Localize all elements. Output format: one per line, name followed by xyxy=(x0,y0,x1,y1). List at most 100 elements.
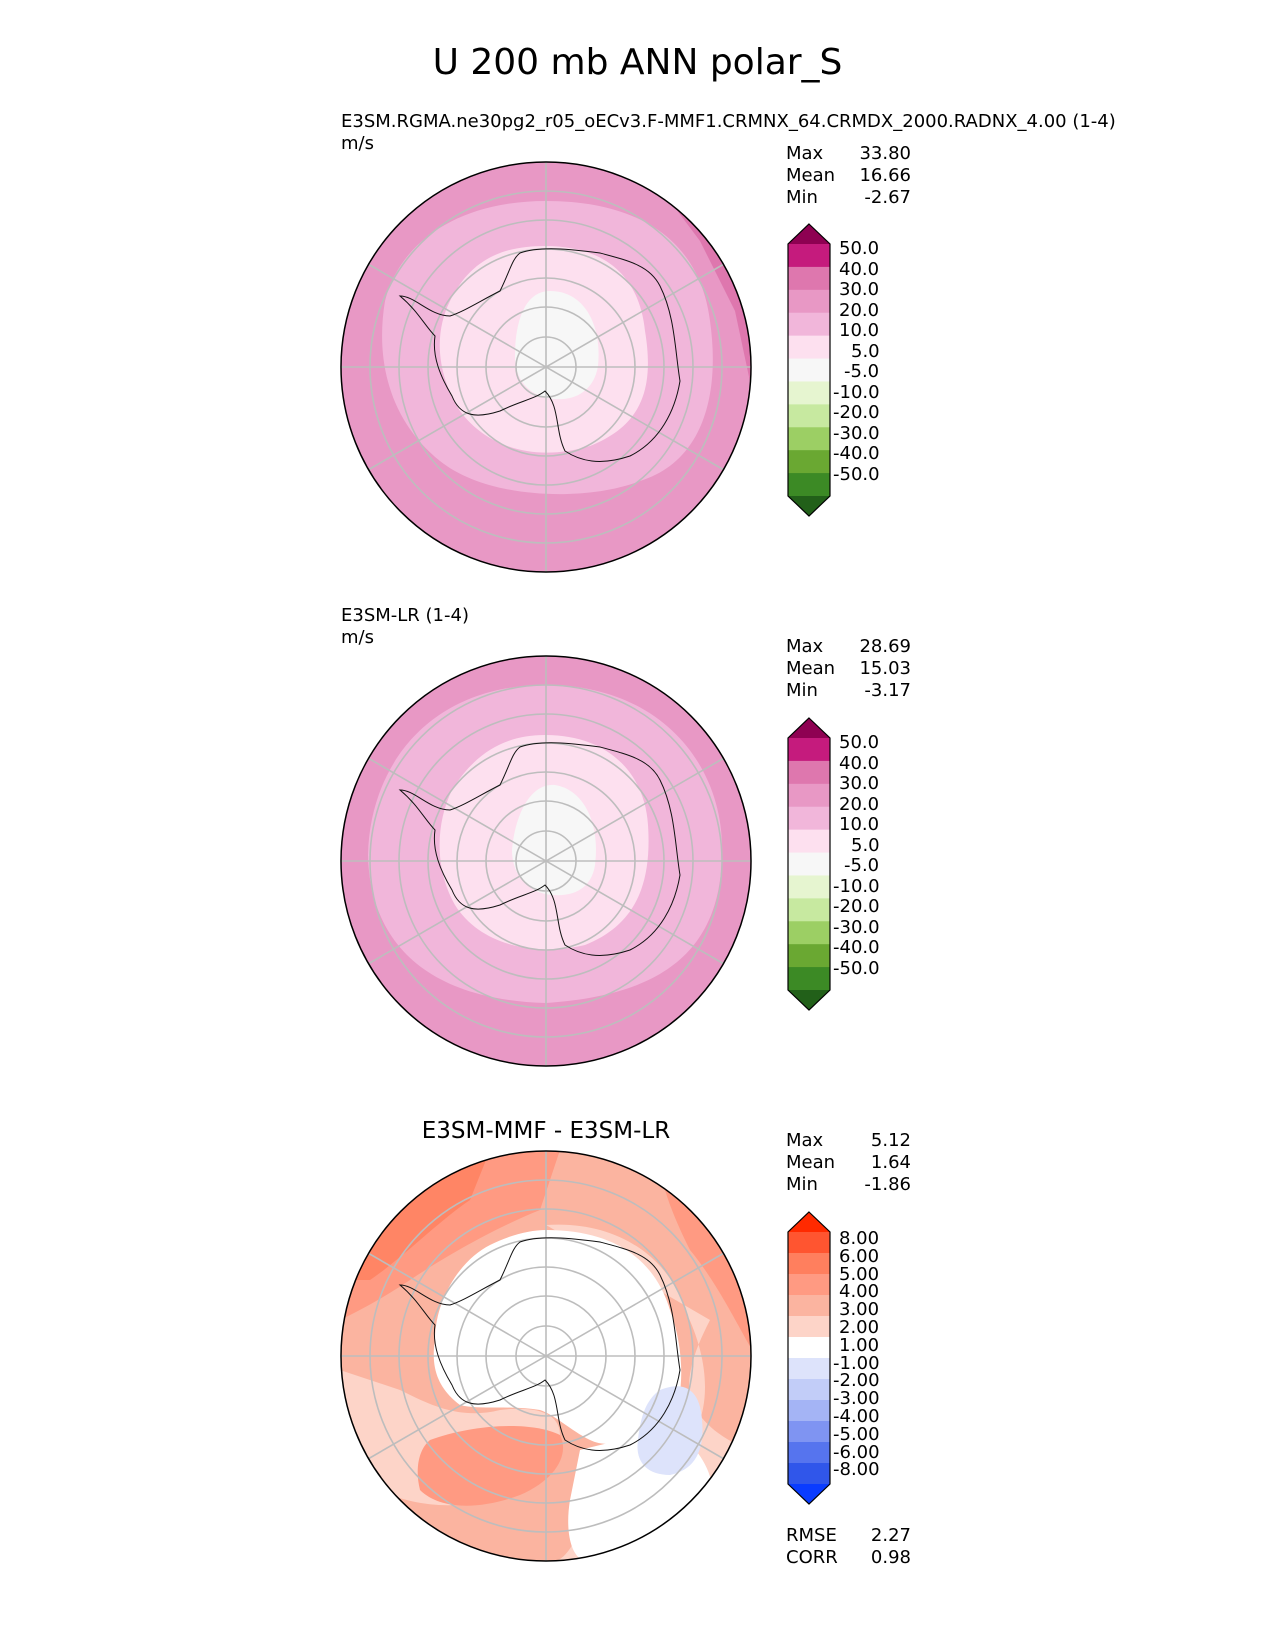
colorbar-test xyxy=(786,222,832,518)
colorbar-cell xyxy=(788,921,830,944)
tick-label: 40.0 xyxy=(839,261,879,279)
colorbar-cell xyxy=(788,244,830,267)
colorbar-test-labels: 50.0 40.0 30.0 20.0 10.0 5.0 -5.0 -10.0 … xyxy=(839,240,899,500)
tick-label: 5.0 xyxy=(851,343,880,361)
panel-ref-title: E3SM-LR (1-4) m/s xyxy=(341,605,469,649)
min-label: Min xyxy=(786,187,818,209)
panel-diff-stats: Max 5.12 Mean 1.64 Min -1.86 xyxy=(786,1130,911,1196)
tick-label: -5.0 xyxy=(844,363,879,381)
colorbar-cell xyxy=(788,290,830,313)
polar-map-ref xyxy=(340,655,752,1067)
colorbar-cell xyxy=(788,381,830,404)
panel-test-name: E3SM.RGMA.ne30pg2_r05_oECv3.F-MMF1.CRMNX… xyxy=(341,111,1116,133)
colorbar-cell xyxy=(788,496,830,516)
tick-label: 20.0 xyxy=(839,302,879,320)
colorbar-cell xyxy=(788,853,830,876)
tick-label: -10.0 xyxy=(833,384,880,402)
panel-test-title: E3SM.RGMA.ne30pg2_r05_oECv3.F-MMF1.CRMNX… xyxy=(341,111,1116,155)
min-value: -2.67 xyxy=(864,187,911,209)
colorbar-cell xyxy=(788,898,830,921)
colorbar-cell xyxy=(788,1400,830,1422)
colorbar-cell xyxy=(788,1442,830,1464)
max-value: 5.12 xyxy=(871,1130,911,1152)
colorbar-cell xyxy=(788,1358,830,1380)
colorbar-cell xyxy=(788,1484,830,1504)
tick-label: -20.0 xyxy=(833,898,880,916)
mean-label: Mean xyxy=(786,658,835,680)
polar-map-test xyxy=(340,161,752,573)
colorbar-cell xyxy=(788,990,830,1010)
colorbar-cell xyxy=(788,359,830,382)
colorbar-ref xyxy=(786,716,832,1012)
colorbar-diff-labels: 8.00 6.00 5.00 4.00 3.00 2.00 1.00 -1.00… xyxy=(839,1230,899,1490)
tick-label: 50.0 xyxy=(839,734,879,752)
figure-title: U 200 mb ANN polar_S xyxy=(0,42,1275,83)
rmse-value: 2.27 xyxy=(871,1525,911,1547)
colorbar-cell xyxy=(788,450,830,473)
min-label: Min xyxy=(786,1174,818,1196)
colorbar-cell xyxy=(788,784,830,807)
max-value: 28.69 xyxy=(859,636,911,658)
tick-label: 5.0 xyxy=(851,837,880,855)
colorbar-cell xyxy=(788,967,830,990)
tick-label: -5.0 xyxy=(844,857,879,875)
corr-label: CORR xyxy=(786,1547,838,1569)
colorbar-cell xyxy=(788,761,830,784)
colorbar-cell xyxy=(788,404,830,427)
mean-label: Mean xyxy=(786,165,835,187)
colorbar-cell xyxy=(788,1463,830,1485)
colorbar-cell xyxy=(788,473,830,496)
colorbar-diff xyxy=(786,1210,832,1506)
colorbar-cell xyxy=(788,1253,830,1275)
max-value: 33.80 xyxy=(859,143,911,165)
min-label: Min xyxy=(786,680,818,702)
panel-ref-units: m/s xyxy=(341,627,469,649)
panel-test-stats: Max 33.80 Mean 16.66 Min -2.67 xyxy=(786,143,911,209)
colorbar-cell xyxy=(788,830,830,853)
colorbar-cell xyxy=(788,718,830,738)
colorbar-cell xyxy=(788,1379,830,1401)
rmse-label: RMSE xyxy=(786,1525,837,1547)
panel-ref-name: E3SM-LR (1-4) xyxy=(341,605,469,627)
colorbar-cell xyxy=(788,1337,830,1359)
min-value: -3.17 xyxy=(864,680,911,702)
polar-map-diff xyxy=(340,1150,752,1562)
colorbar-cell xyxy=(788,224,830,244)
max-label: Max xyxy=(786,1130,823,1152)
panel-ref-stats: Max 28.69 Mean 15.03 Min -3.17 xyxy=(786,636,911,702)
panel-diff-metrics: RMSE 2.27 CORR 0.98 xyxy=(786,1525,911,1569)
tick-label: 20.0 xyxy=(839,796,879,814)
tick-label: 40.0 xyxy=(839,755,879,773)
tick-label: 10.0 xyxy=(839,816,879,834)
tick-label: 10.0 xyxy=(839,322,879,340)
tick-label: -30.0 xyxy=(833,425,880,443)
colorbar-cell xyxy=(788,807,830,830)
tick-label: -40.0 xyxy=(833,445,880,463)
colorbar-cell xyxy=(788,427,830,450)
mean-label: Mean xyxy=(786,1152,835,1174)
colorbar-cell xyxy=(788,738,830,761)
tick-label: 30.0 xyxy=(839,281,879,299)
tick-label: 50.0 xyxy=(839,240,879,258)
colorbar-cell xyxy=(788,1295,830,1317)
corr-value: 0.98 xyxy=(871,1547,911,1569)
tick-label: -10.0 xyxy=(833,878,880,896)
mean-value: 15.03 xyxy=(859,658,911,680)
colorbar-cell xyxy=(788,1421,830,1443)
tick-label: 30.0 xyxy=(839,775,879,793)
colorbar-cell xyxy=(788,944,830,967)
colorbar-cell xyxy=(788,313,830,336)
max-label: Max xyxy=(786,636,823,658)
mean-value: 1.64 xyxy=(871,1152,911,1174)
max-label: Max xyxy=(786,143,823,165)
tick-label: -50.0 xyxy=(833,466,880,484)
tick-label: -50.0 xyxy=(833,960,880,978)
colorbar-cell xyxy=(788,267,830,290)
mean-value: 16.66 xyxy=(859,165,911,187)
colorbar-cell xyxy=(788,875,830,898)
colorbar-cell xyxy=(788,336,830,359)
tick-label: -8.00 xyxy=(833,1461,880,1479)
min-value: -1.86 xyxy=(864,1174,911,1196)
colorbar-cell xyxy=(788,1316,830,1338)
tick-label: -40.0 xyxy=(833,939,880,957)
